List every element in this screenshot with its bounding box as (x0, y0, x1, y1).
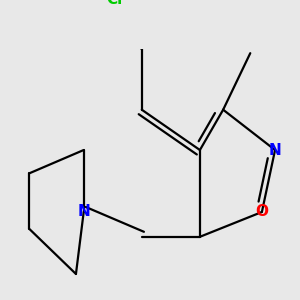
Text: N: N (269, 142, 281, 158)
Text: O: O (255, 205, 268, 220)
Text: Cl: Cl (106, 0, 123, 7)
Text: N: N (77, 205, 90, 220)
